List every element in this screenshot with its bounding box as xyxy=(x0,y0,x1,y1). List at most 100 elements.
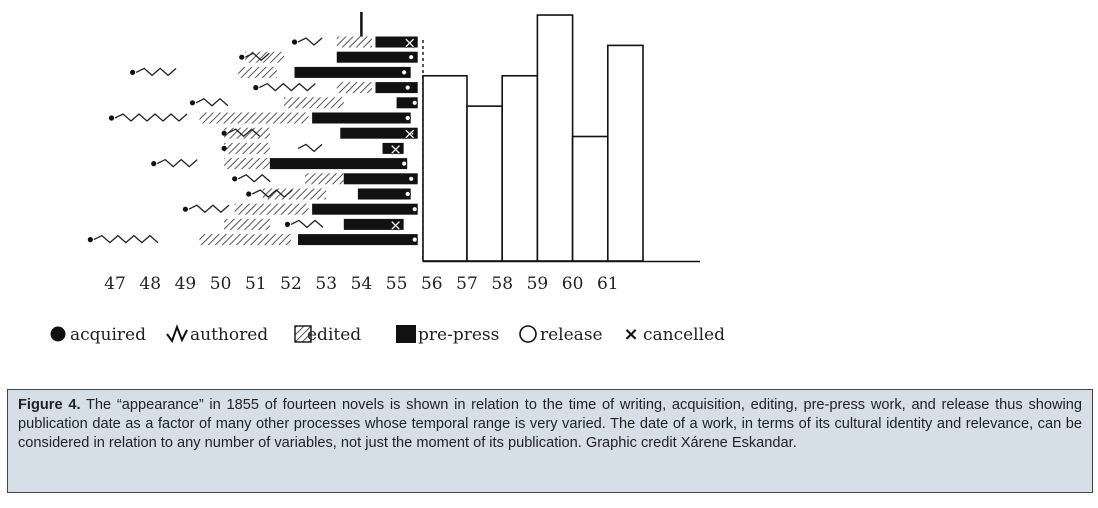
histogram-bar xyxy=(422,74,468,262)
legend-item-cancelled: × cancelled xyxy=(623,324,725,345)
prepress-icon xyxy=(396,325,416,343)
authored-line xyxy=(188,204,230,214)
edited-bar xyxy=(262,188,327,200)
figure-caption: Figure 4. The “appearance” in 1855 of fo… xyxy=(7,389,1093,493)
histogram-bar xyxy=(501,74,539,262)
authored-line xyxy=(251,189,293,198)
acquired-dot xyxy=(221,130,227,136)
cancelled-mark: × xyxy=(403,33,416,52)
histogram-bar xyxy=(606,44,644,262)
prepress-bar xyxy=(375,36,418,48)
edited-bar xyxy=(224,142,270,154)
cancelled-mark: × xyxy=(389,215,402,234)
release-circle xyxy=(411,236,418,243)
x-tick-label: 53 xyxy=(315,274,337,294)
authored-line xyxy=(290,219,324,229)
release-circle xyxy=(404,190,411,198)
legend-item-prepress: pre-press xyxy=(396,325,499,345)
edited-icon xyxy=(294,325,312,343)
edited-bar xyxy=(234,203,309,215)
prepress-bar xyxy=(396,97,418,109)
novel-row xyxy=(253,82,418,94)
legend-label: cancelled xyxy=(643,325,725,345)
novel-row xyxy=(189,97,418,109)
x-tick-label: 59 xyxy=(527,274,549,294)
authored-line xyxy=(93,234,159,244)
authored-line xyxy=(227,128,261,138)
edited-bar xyxy=(305,173,344,185)
authored-line xyxy=(237,173,271,183)
release-circle xyxy=(408,54,415,61)
novel-row xyxy=(87,234,418,246)
authored-line xyxy=(244,52,270,62)
x-tick-label: 51 xyxy=(245,274,267,294)
x-tick-label: 56 xyxy=(421,274,443,294)
acquired-dot xyxy=(221,145,227,151)
novel-row xyxy=(108,112,411,124)
timeline-chart: ×××× 47 48 49 50 51 52 53 54 55 56 57 58 59 60 61 acqu… xyxy=(50,12,725,345)
authored-line xyxy=(195,97,229,107)
x-tick-label: 61 xyxy=(597,274,619,294)
acquired-dot xyxy=(284,221,291,227)
x-tick-label: 60 xyxy=(562,274,584,294)
x-tick-label: 52 xyxy=(280,274,302,294)
acquired-dot xyxy=(253,85,259,91)
legend: acquired authored edited pre-press release × c… xyxy=(50,324,725,345)
histogram-bar xyxy=(466,105,504,262)
prepress-bar xyxy=(340,127,418,139)
prepress-bar xyxy=(382,142,404,154)
x-tick-label: 48 xyxy=(139,274,161,294)
prepress-bar xyxy=(298,234,418,246)
acquired-dot xyxy=(151,161,157,167)
histogram-bar xyxy=(571,135,609,262)
edited-bar xyxy=(283,97,344,109)
prepress-bar xyxy=(343,218,404,230)
release-circle xyxy=(411,206,418,213)
novel-row xyxy=(239,51,418,63)
release-circle xyxy=(411,99,418,106)
legend-label: pre-press xyxy=(418,325,499,345)
novel-row xyxy=(232,173,418,185)
authored-line xyxy=(156,158,198,168)
novel-row: × xyxy=(221,124,418,143)
cancelled-mark: × xyxy=(389,139,402,158)
authored-line xyxy=(297,143,323,153)
edited-bar xyxy=(199,234,291,246)
legend-item-release: release xyxy=(519,325,603,345)
acquired-dot xyxy=(108,115,115,121)
acquired-dot xyxy=(87,237,93,243)
cancelled-mark: × xyxy=(403,124,416,143)
legend-label: authored xyxy=(190,325,268,345)
legend-item-authored: authored xyxy=(166,324,268,345)
novel-row: × xyxy=(291,33,418,52)
prepress-bar xyxy=(343,173,418,185)
novel-row xyxy=(151,158,408,170)
release-circle xyxy=(408,130,415,137)
x-tick-label: 47 xyxy=(104,274,126,294)
release-circle xyxy=(401,69,408,76)
cancelled-icon: × xyxy=(623,324,638,345)
edited-bar xyxy=(336,36,372,48)
release-icon xyxy=(519,325,537,343)
edited-bar xyxy=(224,158,270,170)
novel-row xyxy=(130,66,411,78)
authored-icon xyxy=(166,324,188,344)
authored-line xyxy=(259,82,316,92)
release-circle xyxy=(401,160,408,167)
x-tick-label: 57 xyxy=(456,274,478,294)
legend-label: acquired xyxy=(70,325,146,345)
edited-bar xyxy=(336,82,372,94)
histogram xyxy=(422,14,644,262)
acquired-dot xyxy=(291,39,298,45)
novel-row xyxy=(246,188,411,200)
acquired-dot xyxy=(130,69,136,75)
prepress-bar xyxy=(312,112,411,124)
acquired-dot xyxy=(182,206,188,212)
edited-bar xyxy=(224,218,270,230)
prepress-bar xyxy=(312,203,418,215)
x-axis: 47 48 49 50 51 52 53 54 55 56 57 58 59 60 61 xyxy=(104,260,700,294)
release-circle xyxy=(404,114,411,122)
prepress-bar xyxy=(269,158,408,170)
novel-rows: ×××× xyxy=(87,12,424,262)
novel-row: × xyxy=(224,215,404,235)
